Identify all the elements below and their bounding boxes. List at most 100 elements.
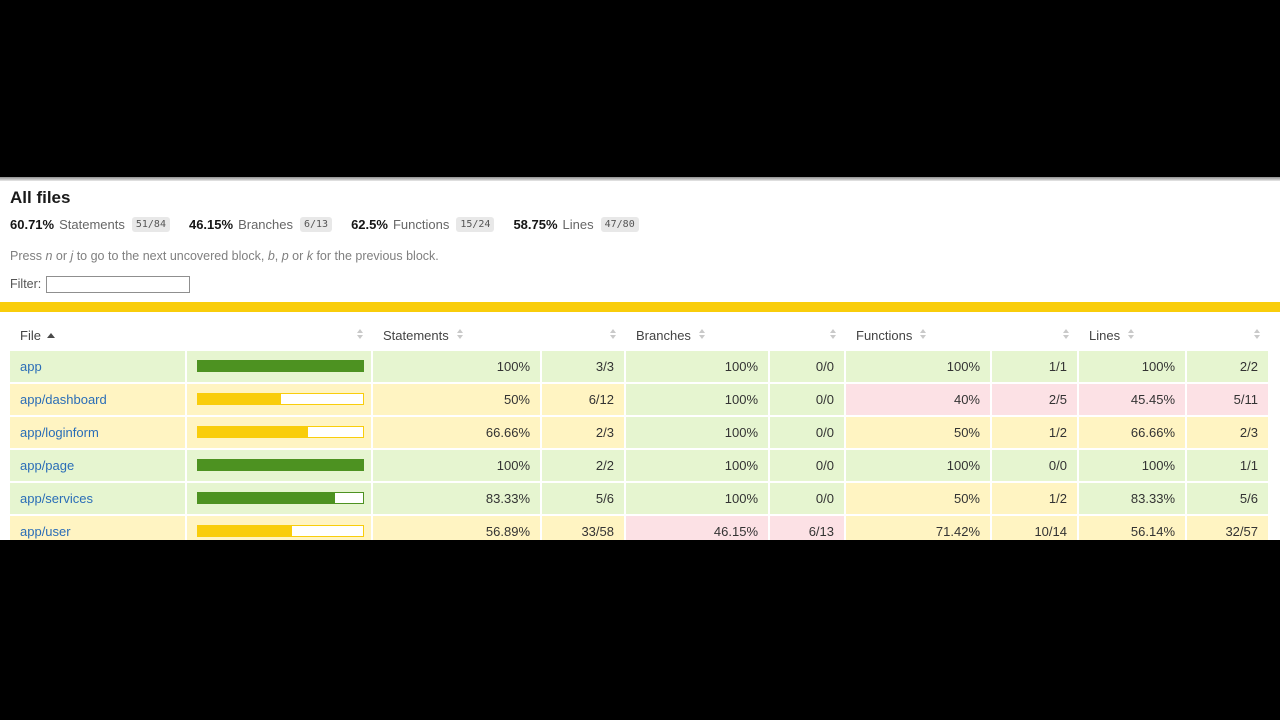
- column-header-branches[interactable]: Branches: [626, 319, 770, 351]
- metric-fraction-badge: 51/84: [131, 217, 170, 232]
- coverage-table-wrap: File Statements Branches: [0, 312, 1280, 540]
- column-header-bar[interactable]: [187, 319, 373, 351]
- coverage-bar: [197, 360, 364, 372]
- file-link[interactable]: app/page: [20, 457, 75, 473]
- branches-abs-cell: 6/13: [770, 515, 846, 540]
- metric-percentage: 60.71%: [10, 217, 55, 232]
- page-title: All files: [10, 188, 71, 207]
- hint-text: or: [52, 249, 71, 263]
- metric-fraction-badge: 6/13: [299, 217, 333, 232]
- lines-pct-cell: 45.45%: [1079, 383, 1187, 417]
- hint-text: for the previous block.: [312, 249, 439, 263]
- lines-pct-cell: 56.14%: [1079, 515, 1187, 540]
- branches-pct-cell: 100%: [626, 449, 770, 483]
- filter-row: Filter:: [0, 275, 1280, 293]
- sort-icon: [920, 328, 927, 339]
- coverage-bar: [197, 393, 364, 405]
- metric: 46.15% Branches 6/13: [188, 217, 333, 232]
- hint-text: ,: [274, 249, 282, 263]
- bar-cell: [187, 449, 373, 483]
- coverage-metrics: 60.71% Statements 51/84 46.15% Branches 6/13 6…: [0, 217, 1280, 232]
- table-row: app/page 100% 2/2 100% 0/0 100% 0/0 100%…: [10, 449, 1270, 483]
- file-link[interactable]: app/dashboard: [20, 391, 107, 407]
- metric-fraction-badge: 47/80: [600, 217, 639, 232]
- statements-abs-cell: 2/3: [542, 416, 626, 450]
- lines-pct-cell: 66.66%: [1079, 416, 1187, 450]
- column-header-functions[interactable]: Functions: [846, 319, 992, 351]
- column-header-file[interactable]: File: [10, 319, 187, 351]
- bar-cell: [187, 416, 373, 450]
- sort-icon: [698, 328, 705, 339]
- functions-abs-cell: 1/2: [992, 482, 1079, 516]
- keyboard-shortcut-hint: Press n or j to go to the next uncovered…: [0, 249, 1280, 263]
- metric-percentage: 46.15%: [188, 217, 234, 232]
- sort-icon: [1063, 328, 1069, 339]
- hint-text: Press: [10, 249, 46, 263]
- metric: 62.5% Functions 15/24: [351, 217, 495, 232]
- column-header-statements[interactable]: Statements: [373, 319, 542, 351]
- metric: 60.71% Statements 51/84: [10, 217, 170, 232]
- column-header-functions-abs[interactable]: [992, 319, 1079, 351]
- coverage-bar: [197, 492, 364, 504]
- functions-abs-cell: 0/0: [992, 449, 1079, 483]
- column-header-lines-abs[interactable]: [1187, 319, 1270, 351]
- sort-icon: [456, 328, 463, 339]
- functions-pct-cell: 100%: [846, 350, 992, 384]
- file-cell: app/dashboard: [10, 383, 187, 417]
- statements-pct-cell: 100%: [373, 449, 542, 483]
- top-shadow-strip: [0, 177, 1280, 181]
- functions-abs-cell: 10/14: [992, 515, 1079, 540]
- coverage-summary-table: File Statements Branches: [10, 319, 1270, 540]
- top-letterbox: [0, 0, 1280, 177]
- column-label-file: File: [20, 327, 41, 343]
- table-header-row: File Statements Branches: [10, 319, 1270, 351]
- column-label-lines: Lines: [1089, 327, 1121, 343]
- statements-abs-cell: 33/58: [542, 515, 626, 540]
- column-header-statements-abs[interactable]: [542, 319, 626, 351]
- file-cell: app/page: [10, 449, 187, 483]
- file-cell: app/user: [10, 515, 187, 540]
- metric-label: Statements: [59, 217, 125, 232]
- functions-abs-cell: 2/5: [992, 383, 1079, 417]
- sort-icon: [1128, 328, 1135, 339]
- lines-abs-cell: 5/6: [1187, 482, 1270, 516]
- filter-input[interactable]: [46, 275, 191, 293]
- coverage-bar-fill: [198, 394, 281, 404]
- file-link[interactable]: app/user: [20, 523, 71, 539]
- table-row: app/user 56.89% 33/58 46.15% 6/13 71.42%…: [10, 515, 1270, 540]
- lines-pct-cell: 83.33%: [1079, 482, 1187, 516]
- metric-label: Branches: [238, 217, 293, 232]
- branches-pct-cell: 100%: [626, 416, 770, 450]
- functions-pct-cell: 40%: [846, 383, 992, 417]
- status-line: [0, 301, 1280, 312]
- functions-pct-cell: 50%: [846, 482, 992, 516]
- coverage-bar: [197, 426, 364, 438]
- metric-label: Functions: [392, 217, 450, 232]
- bar-cell: [187, 383, 373, 417]
- file-link[interactable]: app: [20, 358, 42, 374]
- coverage-report-page: All files 60.71% Statements 51/84 46.15% Bra…: [0, 181, 1280, 540]
- branches-abs-cell: 0/0: [770, 350, 846, 384]
- coverage-bar-fill: [198, 361, 363, 371]
- file-link[interactable]: app/services: [20, 490, 93, 506]
- coverage-bar-fill: [198, 526, 292, 536]
- lines-abs-cell: 5/11: [1187, 383, 1270, 417]
- statements-abs-cell: 6/12: [542, 383, 626, 417]
- shortcut-key: k: [306, 249, 313, 263]
- metric-label: Lines: [562, 217, 594, 232]
- statements-pct-cell: 100%: [373, 350, 542, 384]
- column-header-branches-abs[interactable]: [770, 319, 846, 351]
- column-header-lines[interactable]: Lines: [1079, 319, 1187, 351]
- column-label-functions: Functions: [856, 327, 913, 343]
- coverage-bar: [197, 459, 364, 471]
- branches-pct-cell: 46.15%: [626, 515, 770, 540]
- lines-abs-cell: 2/2: [1187, 350, 1270, 384]
- table-row: app 100% 3/3 100% 0/0 100% 1/1 100% 2/2: [10, 350, 1270, 384]
- lines-abs-cell: 2/3: [1187, 416, 1270, 450]
- bar-cell: [187, 482, 373, 516]
- bar-cell: [187, 515, 373, 540]
- branches-pct-cell: 100%: [626, 383, 770, 417]
- file-link[interactable]: app/loginform: [20, 424, 99, 440]
- file-cell: app/loginform: [10, 416, 187, 450]
